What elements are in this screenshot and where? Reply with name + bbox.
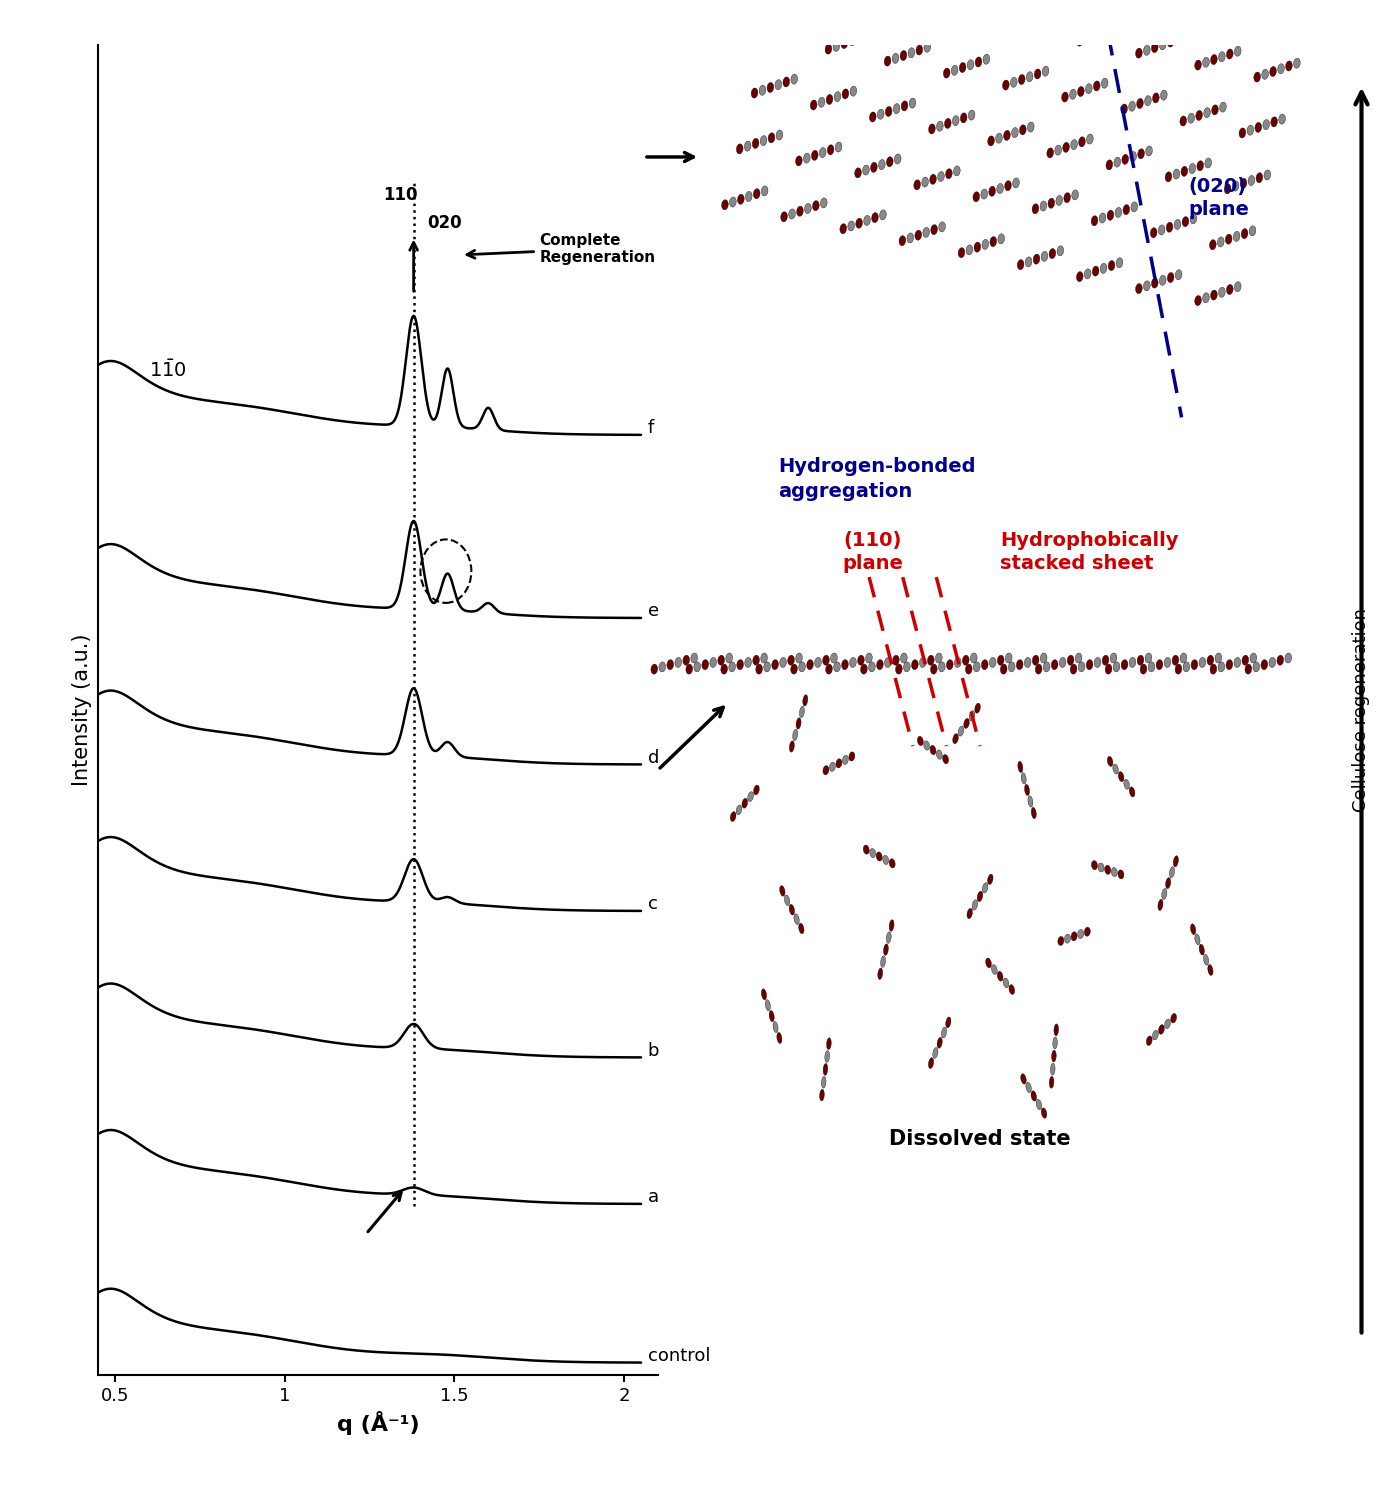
Ellipse shape <box>1121 105 1127 114</box>
Ellipse shape <box>780 658 787 667</box>
Ellipse shape <box>795 653 802 662</box>
Ellipse shape <box>826 94 833 105</box>
Ellipse shape <box>981 188 987 199</box>
Ellipse shape <box>997 972 1002 981</box>
Ellipse shape <box>820 197 827 208</box>
Ellipse shape <box>764 662 770 671</box>
Text: (110)
plane: (110) plane <box>841 531 903 573</box>
Ellipse shape <box>1072 190 1078 200</box>
Ellipse shape <box>762 988 767 1000</box>
Ellipse shape <box>753 785 759 795</box>
Ellipse shape <box>1253 662 1260 671</box>
Ellipse shape <box>1135 284 1142 293</box>
Ellipse shape <box>1121 154 1128 164</box>
Ellipse shape <box>917 736 923 746</box>
Ellipse shape <box>963 719 969 728</box>
Ellipse shape <box>1018 761 1023 773</box>
Ellipse shape <box>914 179 920 190</box>
Ellipse shape <box>909 99 916 108</box>
Ellipse shape <box>1004 130 1011 141</box>
Text: 110: 110 <box>382 185 417 203</box>
Ellipse shape <box>1226 284 1233 295</box>
Ellipse shape <box>781 27 788 37</box>
Text: (020)
plane: (020) plane <box>1189 176 1249 220</box>
Ellipse shape <box>1032 807 1036 819</box>
Ellipse shape <box>1085 927 1091 936</box>
Ellipse shape <box>953 166 960 176</box>
Ellipse shape <box>1247 126 1253 135</box>
Ellipse shape <box>1054 1024 1058 1036</box>
Ellipse shape <box>937 1038 942 1048</box>
Ellipse shape <box>805 203 811 214</box>
Ellipse shape <box>738 194 745 205</box>
Ellipse shape <box>1061 93 1068 102</box>
Ellipse shape <box>871 163 878 172</box>
Ellipse shape <box>876 659 883 670</box>
Ellipse shape <box>1030 1091 1036 1102</box>
Ellipse shape <box>969 710 974 721</box>
Ellipse shape <box>1175 269 1182 280</box>
Ellipse shape <box>883 943 889 955</box>
Ellipse shape <box>1093 81 1100 91</box>
Ellipse shape <box>976 57 981 67</box>
Ellipse shape <box>1148 662 1155 671</box>
Ellipse shape <box>774 30 781 39</box>
Ellipse shape <box>1151 278 1158 289</box>
Ellipse shape <box>651 664 658 674</box>
Ellipse shape <box>1070 664 1077 674</box>
Ellipse shape <box>766 1000 770 1011</box>
Ellipse shape <box>967 909 973 918</box>
Ellipse shape <box>878 160 885 169</box>
Ellipse shape <box>666 659 673 670</box>
Ellipse shape <box>1060 658 1065 667</box>
Ellipse shape <box>1113 662 1120 671</box>
Ellipse shape <box>1204 108 1211 118</box>
Ellipse shape <box>959 63 966 73</box>
Ellipse shape <box>1151 42 1158 52</box>
Ellipse shape <box>895 154 902 164</box>
Ellipse shape <box>1152 93 1159 103</box>
Ellipse shape <box>1159 1024 1165 1035</box>
Ellipse shape <box>805 18 812 28</box>
Ellipse shape <box>1158 224 1165 235</box>
Ellipse shape <box>776 79 781 90</box>
Ellipse shape <box>876 852 882 861</box>
Ellipse shape <box>1112 867 1117 876</box>
Ellipse shape <box>854 167 861 178</box>
Ellipse shape <box>958 248 965 257</box>
Ellipse shape <box>1194 296 1201 305</box>
Ellipse shape <box>1040 653 1047 662</box>
Ellipse shape <box>1205 158 1211 167</box>
Ellipse shape <box>848 752 855 761</box>
Ellipse shape <box>694 662 700 671</box>
Ellipse shape <box>1018 260 1023 269</box>
Ellipse shape <box>829 762 836 771</box>
Ellipse shape <box>784 896 790 906</box>
Ellipse shape <box>1004 978 1009 988</box>
Text: f: f <box>648 420 654 438</box>
Ellipse shape <box>686 664 693 674</box>
Ellipse shape <box>886 157 893 167</box>
Ellipse shape <box>921 176 928 187</box>
Ellipse shape <box>930 175 937 184</box>
Ellipse shape <box>1165 1020 1170 1029</box>
Ellipse shape <box>819 148 826 157</box>
Ellipse shape <box>944 67 951 78</box>
Ellipse shape <box>869 112 876 123</box>
Text: c: c <box>648 896 658 913</box>
Text: 020: 020 <box>427 214 462 232</box>
Ellipse shape <box>1078 930 1084 939</box>
Ellipse shape <box>721 200 728 209</box>
Ellipse shape <box>1049 199 1054 208</box>
Ellipse shape <box>952 115 959 126</box>
Ellipse shape <box>833 662 840 671</box>
Ellipse shape <box>777 1033 783 1044</box>
Ellipse shape <box>792 730 798 740</box>
Ellipse shape <box>797 718 801 730</box>
Ellipse shape <box>932 1048 938 1058</box>
Ellipse shape <box>1105 866 1110 875</box>
Ellipse shape <box>1219 102 1226 112</box>
Ellipse shape <box>1159 40 1166 49</box>
Ellipse shape <box>1064 193 1071 203</box>
Ellipse shape <box>798 924 804 934</box>
